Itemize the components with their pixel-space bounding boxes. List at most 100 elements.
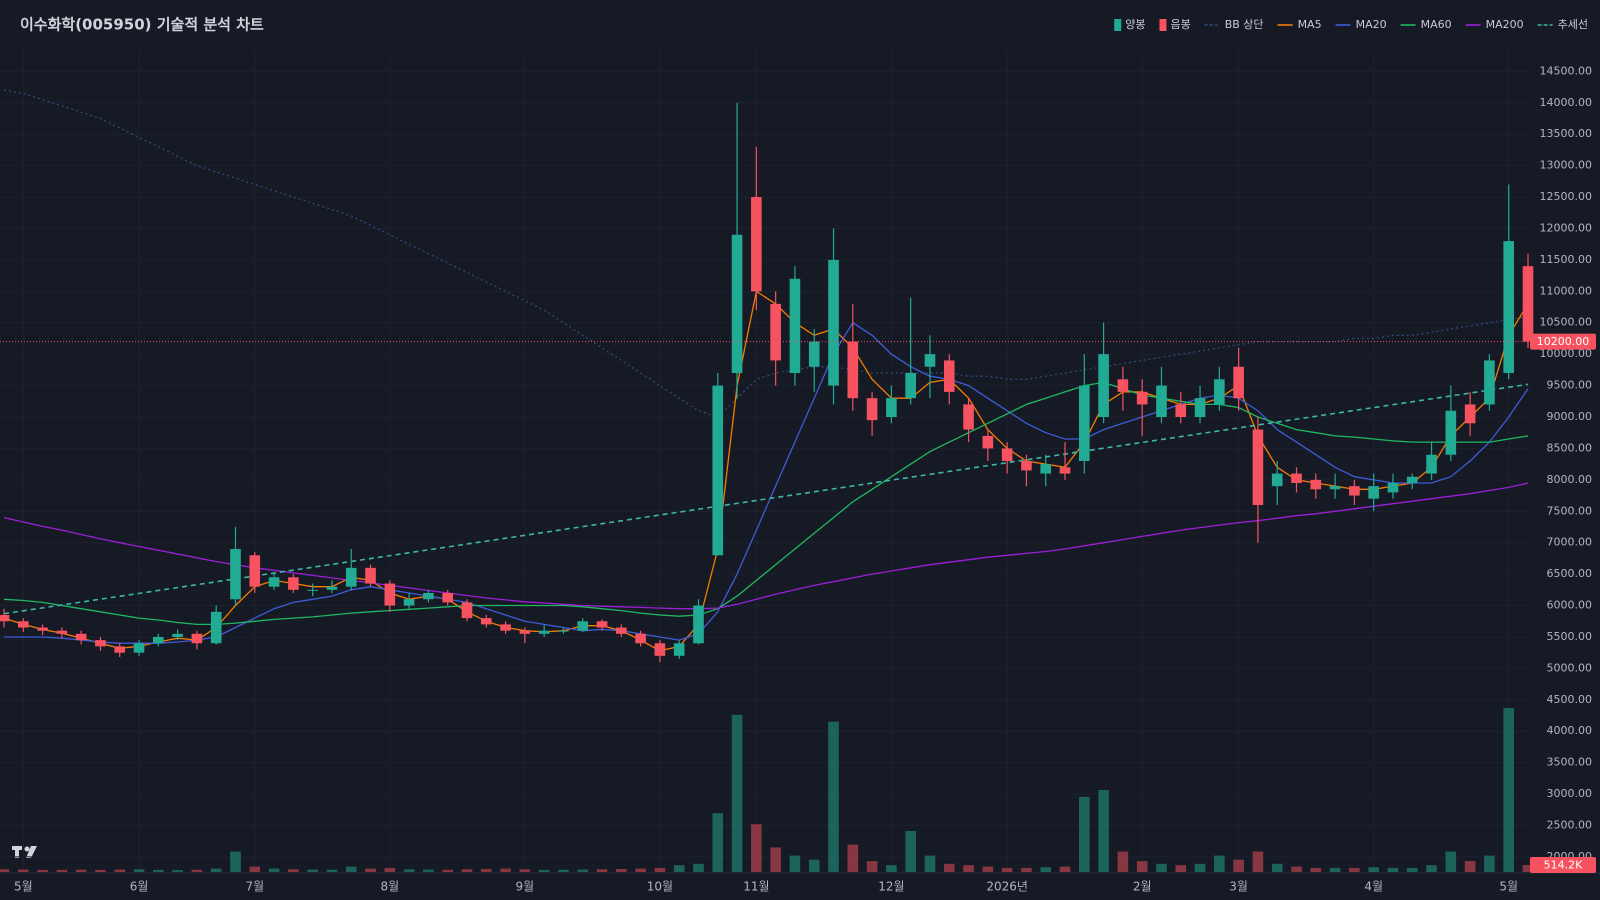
candle-body <box>249 555 261 587</box>
volume-bar <box>0 869 10 872</box>
candle-body <box>1021 461 1032 471</box>
volume-bar <box>577 869 589 872</box>
candle-body <box>423 592 434 600</box>
candle-body <box>461 602 473 619</box>
volume-bar <box>1349 867 1360 872</box>
candle-body <box>1464 404 1476 424</box>
volume-bar <box>866 861 878 872</box>
candle-body <box>673 643 685 656</box>
legend-label: MA20 <box>1356 18 1387 31</box>
volume-bar <box>384 867 396 872</box>
candle-body <box>1078 385 1090 461</box>
x-tick-label: 12월 <box>878 880 904 894</box>
y-tick-label: 6500.00 <box>1547 567 1593 580</box>
candle-body <box>1175 404 1187 418</box>
legend-label: 음봉 <box>1170 18 1190 31</box>
candle-body <box>924 354 936 367</box>
legend-label: MA5 <box>1298 18 1322 31</box>
y-tick-label: 13000.00 <box>1540 159 1593 172</box>
volume-bar <box>1194 863 1206 872</box>
legend-label: BB 상단 <box>1225 18 1264 31</box>
candle-body <box>577 621 589 631</box>
candle-body <box>616 627 627 634</box>
volume-bar <box>1329 867 1341 872</box>
x-tick-label: 9월 <box>516 880 535 894</box>
volume-bar <box>770 847 781 872</box>
y-tick-label: 12500.00 <box>1540 190 1593 203</box>
candle-body <box>153 636 164 644</box>
volume-bar <box>1522 864 1534 872</box>
volume-bar <box>886 865 897 872</box>
candle-body <box>56 630 68 634</box>
last-price-box <box>1530 333 1596 350</box>
candle-body <box>403 599 415 606</box>
volume-bar <box>924 855 936 872</box>
candle-body <box>191 633 203 644</box>
volume-bar <box>56 869 68 872</box>
x-tick-label: 4월 <box>1364 880 1383 894</box>
candle-body <box>1484 360 1495 405</box>
last-volume-box <box>1530 856 1596 873</box>
y-tick-label: 4500.00 <box>1547 693 1593 706</box>
x-tick-label: 6월 <box>130 880 149 894</box>
candle-body <box>943 360 955 392</box>
volume-bar <box>403 869 415 872</box>
legend-label: 양봉 <box>1125 18 1145 31</box>
chart-title: 이수화학(005950) 기술적 분석 차트 <box>20 16 264 34</box>
candle-body <box>1194 398 1206 418</box>
volume-bar <box>249 866 261 872</box>
y-tick-label: 8000.00 <box>1547 473 1593 486</box>
candle-body <box>1368 486 1379 499</box>
volume-bar <box>288 869 299 872</box>
x-tick-label: 11월 <box>743 880 769 894</box>
volume-bar <box>1040 867 1052 872</box>
candle-body <box>1329 486 1341 490</box>
candle-body <box>635 633 646 644</box>
volume-bar <box>982 866 994 872</box>
legend-item: MA20 <box>1335 18 1387 31</box>
volume-bar <box>500 868 511 872</box>
candle-body <box>133 643 145 653</box>
candle-body <box>326 586 338 590</box>
volume-bar <box>345 866 357 872</box>
candle-body <box>1233 366 1244 399</box>
candle-body <box>1098 354 1109 418</box>
candle-body <box>480 618 492 625</box>
candle-body <box>1522 266 1534 342</box>
volume-bar <box>423 869 434 872</box>
volume-bar <box>712 813 724 872</box>
volume-bar <box>442 869 454 872</box>
volume-bar <box>751 824 762 872</box>
volume-bar <box>480 868 492 872</box>
candle-body <box>731 234 743 374</box>
x-tick-label: 2026년 <box>986 880 1028 894</box>
volume-bar <box>596 869 608 872</box>
volume-bar <box>673 865 685 872</box>
volume-bar <box>943 863 955 872</box>
y-tick-label: 7000.00 <box>1547 536 1593 549</box>
volume-bar <box>365 868 376 872</box>
volume-bar <box>133 869 145 872</box>
y-tick-label: 7500.00 <box>1547 504 1593 517</box>
candle-body <box>268 577 280 587</box>
volume-bar <box>1021 867 1032 872</box>
volume-bar <box>153 869 164 872</box>
candle-body <box>95 640 106 647</box>
candle-body <box>654 643 666 656</box>
candle-body <box>172 633 183 637</box>
candle-body <box>558 630 569 632</box>
y-tick-label: 4000.00 <box>1547 724 1593 737</box>
legend-item: MA200 <box>1465 18 1524 31</box>
volume-bar <box>789 855 801 872</box>
candle-body <box>500 624 511 631</box>
candle-body <box>789 278 801 374</box>
legend-item: 음봉 <box>1159 18 1191 31</box>
candle-body <box>288 577 299 590</box>
candle-body <box>1291 473 1302 483</box>
candle-body <box>751 197 762 292</box>
volume-bar <box>1001 867 1013 872</box>
volume-bar <box>905 831 916 872</box>
volume-bar <box>1214 855 1225 872</box>
volume-bar <box>1445 851 1457 872</box>
candle-body <box>1349 486 1360 496</box>
